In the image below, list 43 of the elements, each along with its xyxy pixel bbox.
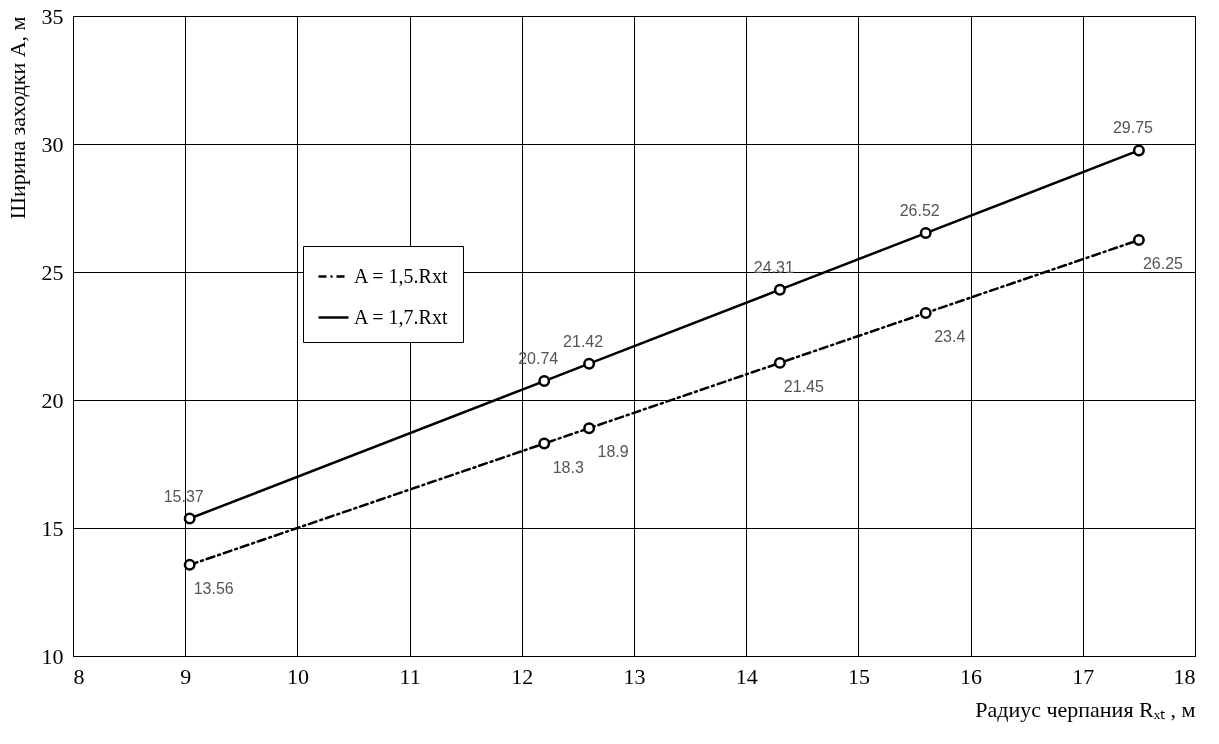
point	[773, 356, 786, 369]
x-tick-label: 18	[1173, 663, 1196, 689]
legend-label: A = 1,5.Rxt	[354, 264, 448, 287]
point	[538, 375, 551, 388]
y-tick-label: 15	[41, 515, 64, 541]
y-tick-label: 25	[41, 259, 64, 285]
point	[1132, 144, 1145, 157]
x-tick-label: 9	[180, 663, 192, 689]
x-tick-label: 16	[960, 663, 983, 689]
y-tick-label: 10	[41, 643, 64, 669]
data-label: 21.45	[783, 377, 824, 395]
x-tick-label: 11	[399, 663, 421, 689]
point	[538, 437, 551, 450]
legend-label: A = 1,7.Rxt	[354, 305, 448, 328]
data-label: 26.52	[899, 202, 940, 220]
data-label: 26.25	[1142, 255, 1184, 272]
y-axis-title: Ширина заходки А, м	[4, 16, 30, 220]
data-label: 21.42	[563, 332, 604, 350]
point	[183, 558, 196, 571]
data-label: 24.31	[753, 258, 794, 276]
x-tick-label: 13	[623, 663, 646, 689]
point	[919, 306, 932, 319]
x-tick-label: 8	[73, 663, 85, 689]
data-label: 23.4	[934, 327, 966, 345]
data-label: 29.75	[1112, 119, 1154, 137]
y-tick-label: 35	[41, 3, 64, 29]
point	[773, 283, 786, 296]
data-label: 13.56	[193, 579, 234, 597]
x-tick-label: 14	[735, 663, 758, 689]
x-tick-label: 12	[511, 663, 534, 689]
point	[583, 422, 596, 435]
point	[919, 227, 932, 240]
x-axis-title: Радиус черпания Rₓₜ , м	[975, 696, 1196, 722]
data-label: 18.9	[597, 443, 629, 461]
y-tick-label: 20	[41, 387, 64, 413]
x-tick-label: 10	[286, 663, 309, 689]
x-tick-label: 17	[1072, 663, 1095, 689]
point	[1132, 234, 1145, 246]
data-label: 18.3	[552, 458, 584, 476]
y-tick-label: 30	[41, 131, 64, 157]
point	[183, 512, 196, 525]
point	[583, 357, 596, 370]
x-tick-label: 15	[847, 663, 870, 689]
